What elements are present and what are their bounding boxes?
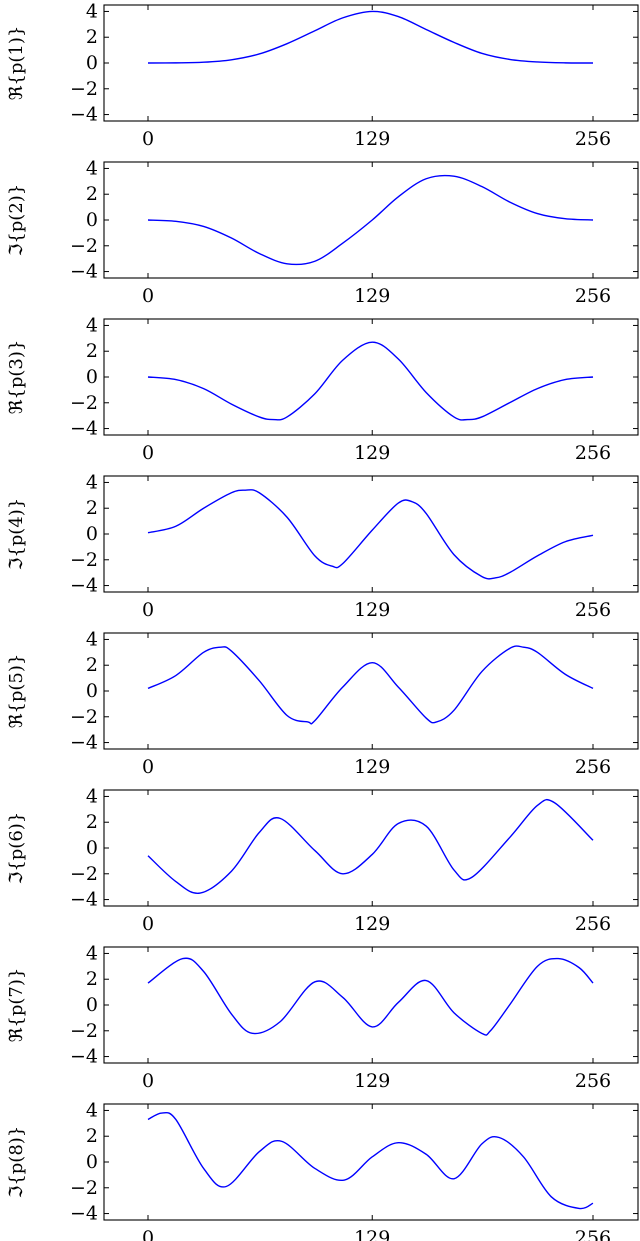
x-tick-label: 129	[354, 285, 390, 307]
series-line-1	[147, 798, 594, 895]
series-line-1	[147, 489, 594, 580]
y-tick-label: −4	[70, 104, 98, 126]
y-tick-label: −4	[70, 889, 98, 911]
x-tick-label: 256	[575, 913, 611, 935]
y-tick-label: 2	[86, 340, 98, 362]
y-tick-label: 2	[86, 183, 98, 205]
x-tick-label: 0	[142, 1227, 154, 1241]
series-line-1	[147, 957, 594, 1036]
plot-frame	[103, 475, 639, 593]
x-tick-label: 0	[142, 913, 154, 935]
y-tick-label: 4	[86, 314, 98, 336]
y-axis-label: ℜ{p(7)}	[6, 968, 27, 1043]
y-tick-label: 4	[86, 471, 98, 493]
y-tick-label: −2	[70, 78, 98, 100]
chart-panel-3: 4 2 0 −2 −4 0 129 256 ℜ{p(3)}	[6, 314, 639, 464]
chart-panel-7: 4 2 0 −2 −4 0 129 256 ℜ{p(7)}	[6, 942, 639, 1092]
x-tick-label: 0	[142, 756, 154, 778]
chart-panel-8: 4 2 0 −2 −4 0 129 256 ℑ{p(8)}	[6, 1099, 639, 1241]
series-line-1	[147, 341, 594, 421]
x-tick-label: 129	[354, 1227, 390, 1241]
x-tick-label: 256	[575, 285, 611, 307]
y-tick-label: 0	[86, 366, 98, 388]
y-tick-label: −2	[70, 863, 98, 885]
series-line-1	[147, 10, 594, 64]
y-tick-label: 4	[86, 1099, 98, 1121]
x-tick-label: 0	[142, 599, 154, 621]
y-tick-label: 2	[86, 26, 98, 48]
chart-panel-1: 4 2 0 −2 −4 0 129 256 ℜ{p(1)}	[6, 0, 639, 150]
x-tick-label: 129	[354, 1070, 390, 1092]
y-tick-label: −4	[70, 1203, 98, 1225]
plot-frame	[103, 318, 639, 436]
y-tick-label: 4	[86, 157, 98, 179]
x-tick-label: 129	[354, 442, 390, 464]
x-tick-label: 129	[354, 756, 390, 778]
y-tick-label: 4	[86, 942, 98, 964]
x-tick-label: 256	[575, 599, 611, 621]
y-tick-label: −2	[70, 1177, 98, 1199]
y-tick-label: 4	[86, 785, 98, 807]
x-tick-label: 129	[354, 599, 390, 621]
y-tick-label: 2	[86, 968, 98, 990]
y-tick-label: −4	[70, 261, 98, 283]
chart-panel-5: 4 2 0 −2 −4 0 129 256 ℜ{p(5)}	[6, 628, 639, 778]
y-tick-label: −4	[70, 575, 98, 597]
y-axis-label: ℜ{p(3)}	[6, 340, 27, 415]
y-tick-label: −4	[70, 732, 98, 754]
chart-panel-4: 4 2 0 −2 −4 0 129 256 ℑ{p(4)}	[6, 471, 639, 621]
y-tick-label: 2	[86, 811, 98, 833]
y-axis-label: ℑ{p(6)}	[6, 812, 27, 884]
plot-frame	[103, 161, 639, 279]
y-axis-label: ℑ{p(2)}	[6, 184, 27, 256]
y-tick-label: 4	[86, 0, 98, 22]
y-tick-label: −2	[70, 706, 98, 728]
x-tick-label: 256	[575, 442, 611, 464]
x-tick-label: 129	[354, 128, 390, 150]
chart-panel-2: 4 2 0 −2 −4 0 129 256 ℑ{p(2)}	[6, 157, 639, 307]
y-tick-label: 4	[86, 628, 98, 650]
y-tick-label: 0	[86, 209, 98, 231]
plot-frame	[103, 946, 639, 1064]
plot-frame	[103, 1103, 639, 1221]
y-tick-label: −4	[70, 418, 98, 440]
x-tick-label: 0	[142, 1070, 154, 1092]
plot-frame	[103, 632, 639, 750]
y-tick-label: −4	[70, 1046, 98, 1068]
y-tick-label: 2	[86, 497, 98, 519]
y-tick-label: 0	[86, 680, 98, 702]
series-line-1	[147, 645, 594, 725]
y-tick-label: 2	[86, 654, 98, 676]
x-tick-label: 0	[142, 128, 154, 150]
series-line-1	[147, 174, 594, 266]
y-axis-label: ℜ{p(1)}	[6, 26, 27, 101]
x-tick-label: 129	[354, 913, 390, 935]
y-tick-label: 2	[86, 1125, 98, 1147]
x-tick-label: 256	[575, 756, 611, 778]
x-tick-label: 256	[575, 1070, 611, 1092]
x-tick-label: 256	[575, 128, 611, 150]
y-tick-label: 0	[86, 1151, 98, 1173]
series-line-1	[147, 1111, 594, 1210]
y-axis-label: ℑ{p(4)}	[6, 498, 27, 570]
y-tick-label: 0	[86, 837, 98, 859]
y-axis-label: ℑ{p(8)}	[6, 1126, 27, 1198]
x-tick-label: 256	[575, 1227, 611, 1241]
chart-panel-6: 4 2 0 −2 −4 0 129 256 ℑ{p(6)}	[6, 785, 639, 935]
y-tick-label: 0	[86, 994, 98, 1016]
y-tick-label: −2	[70, 235, 98, 257]
y-tick-label: 0	[86, 523, 98, 545]
y-tick-label: −2	[70, 392, 98, 414]
x-tick-label: 0	[142, 285, 154, 307]
x-tick-label: 0	[142, 442, 154, 464]
y-axis-label: ℜ{p(5)}	[6, 654, 27, 729]
y-tick-label: −2	[70, 549, 98, 571]
y-tick-label: 0	[86, 52, 98, 74]
y-tick-label: −2	[70, 1020, 98, 1042]
